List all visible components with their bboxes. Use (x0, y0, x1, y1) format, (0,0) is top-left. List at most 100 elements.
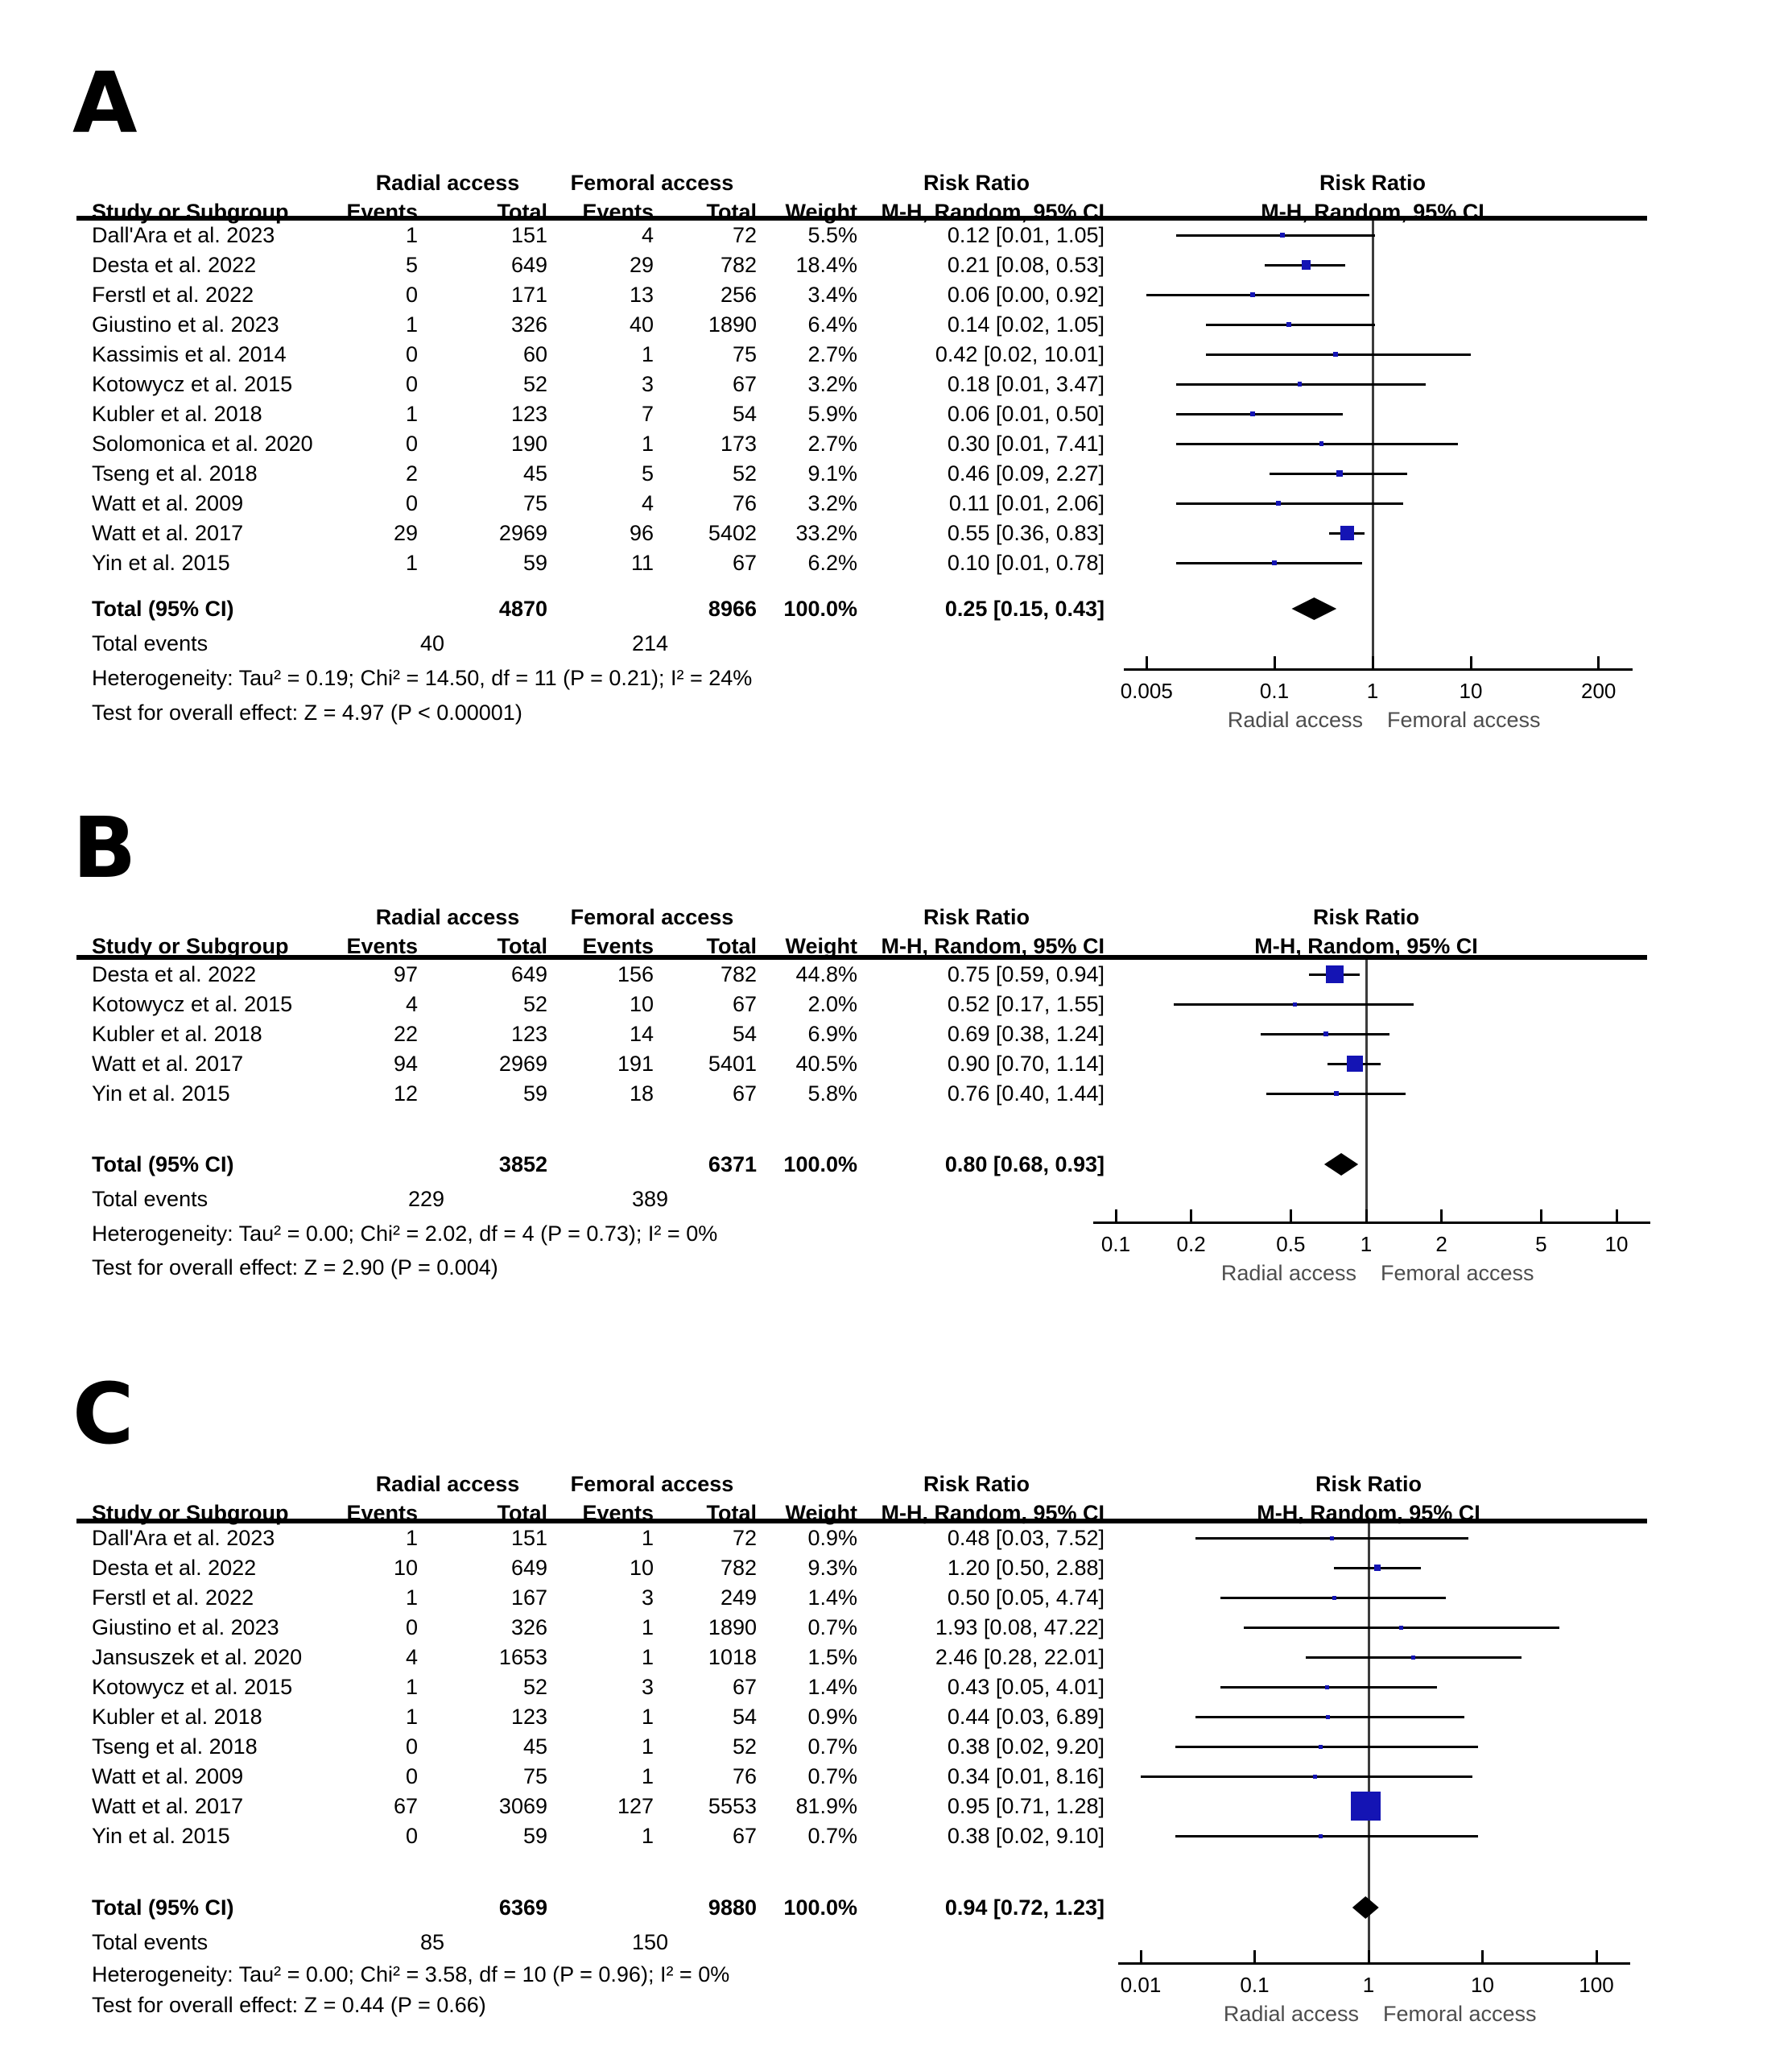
study-events-radial: 0 (405, 491, 418, 515)
study-name: Watt et al. 2017 (92, 1052, 244, 1076)
study-events-femoral: 11 (630, 551, 654, 575)
study-events-femoral: 1 (641, 1764, 654, 1788)
col-header-weight: Weight (785, 934, 858, 958)
effect-square (1301, 260, 1311, 270)
study-events-radial: 1 (405, 312, 418, 337)
study-weight: 0.7% (807, 1615, 857, 1639)
study-events-radial: 0 (405, 1615, 418, 1639)
study-ci-text: 0.18 [0.01, 3.47] (947, 372, 1105, 396)
study-events-radial: 2 (405, 461, 418, 486)
study-name: Kotowycz et al. 2015 (92, 992, 293, 1016)
study-total-femoral: 67 (732, 551, 757, 575)
study-events-radial: 94 (393, 1052, 418, 1076)
x-axis-tick (1367, 1950, 1370, 1963)
x-axis-tick (1371, 656, 1374, 669)
x-axis-tick (1440, 1209, 1443, 1222)
study-weight: 33.2% (795, 521, 857, 545)
study-weight: 1.5% (807, 1645, 857, 1669)
study-total-femoral: 782 (720, 253, 757, 277)
study-events-radial: 0 (405, 342, 418, 366)
study-ci-text: 0.10 [0.01, 0.78] (947, 551, 1105, 575)
study-total-femoral: 75 (732, 342, 757, 366)
study-events-femoral: 1 (641, 342, 654, 366)
study-total-radial: 1653 (498, 1645, 547, 1669)
total-weight: 100.0% (783, 1152, 857, 1176)
col-header-mh-ci-plot: M-H, Random, 95% CI (1254, 934, 1478, 958)
group-header-risk-ratio-plot: Risk Ratio (1319, 171, 1427, 195)
x-axis-tick (1595, 1950, 1598, 1963)
effect-square (1398, 1625, 1403, 1630)
total-n-radial: 3852 (498, 1152, 547, 1176)
study-name: Yin et al. 2015 (92, 1081, 230, 1106)
null-effect-line (1365, 960, 1368, 1222)
summary-diamond (1352, 1896, 1379, 1919)
study-total-radial: 326 (510, 312, 547, 337)
study-events-femoral: 7 (641, 402, 654, 426)
study-total-femoral: 1890 (708, 1615, 757, 1639)
study-events-femoral: 4 (641, 223, 654, 247)
axis-left-label: Radial access (1223, 2002, 1359, 2026)
x-axis-tick (1145, 656, 1148, 669)
effect-square (1351, 1791, 1381, 1821)
study-weight: 6.2% (807, 551, 857, 575)
x-axis-tick-label: 10 (1471, 1973, 1494, 1997)
study-events-radial: 0 (405, 1824, 418, 1848)
col-header-events-femoral: Events (582, 934, 654, 958)
x-axis-line (1118, 1962, 1630, 1965)
total-events-label: Total events (92, 631, 209, 655)
overall-effect-text: Test for overall effect: Z = 4.97 (P < 0… (92, 701, 522, 725)
study-events-femoral: 10 (629, 1556, 654, 1580)
study-total-radial: 59 (522, 1824, 547, 1848)
study-total-radial: 3069 (498, 1794, 547, 1818)
heterogeneity-text: Heterogeneity: Tau² = 0.19; Chi² = 14.50… (92, 666, 753, 690)
ci-line (1141, 1775, 1472, 1778)
x-axis-tick-label: 0.1 (1259, 679, 1290, 703)
x-axis-tick-label: 0.5 (1276, 1232, 1306, 1256)
study-events-femoral: 1 (641, 1705, 654, 1729)
group-header-risk-ratio-text: Risk Ratio (923, 171, 1030, 195)
x-axis-tick (1615, 1209, 1618, 1222)
study-events-femoral: 18 (629, 1081, 654, 1106)
study-weight: 1.4% (807, 1585, 857, 1610)
study-ci-text: 0.69 [0.38, 1.24] (947, 1022, 1105, 1046)
study-events-radial: 4 (405, 992, 418, 1016)
study-events-radial: 4 (405, 1645, 418, 1669)
study-events-femoral: 191 (617, 1052, 654, 1076)
study-events-radial: 67 (393, 1794, 418, 1818)
study-name: Desta et al. 2022 (92, 962, 257, 986)
study-total-femoral: 54 (732, 1022, 757, 1046)
study-weight: 9.1% (807, 461, 857, 486)
total-weight: 100.0% (783, 1895, 857, 1920)
ci-line (1205, 353, 1472, 356)
study-ci-text: 0.42 [0.02, 10.01] (935, 342, 1105, 366)
x-axis-tick (1597, 656, 1600, 669)
study-weight: 5.8% (807, 1081, 857, 1106)
study-weight: 81.9% (795, 1794, 857, 1818)
study-ci-text: 1.93 [0.08, 47.22] (935, 1615, 1105, 1639)
axis-right-label: Femoral access (1381, 1261, 1534, 1285)
study-ci-text: 0.38 [0.02, 9.20] (947, 1734, 1105, 1759)
study-events-radial: 1 (405, 1705, 418, 1729)
x-axis-tick-label: 100 (1579, 1973, 1614, 1997)
study-total-radial: 52 (522, 1675, 547, 1699)
study-total-femoral: 249 (720, 1585, 757, 1610)
study-total-radial: 123 (510, 1022, 547, 1046)
total-n-femoral: 6371 (708, 1152, 757, 1176)
study-ci-text: 0.30 [0.01, 7.41] (947, 432, 1105, 456)
x-axis-tick-label: 0.01 (1120, 1973, 1162, 1997)
axis-right-label: Femoral access (1387, 708, 1541, 732)
overall-effect-text: Test for overall effect: Z = 0.44 (P = 0… (92, 1993, 486, 2017)
study-name: Ferstl et al. 2022 (92, 1585, 254, 1610)
effect-square (1323, 1031, 1329, 1037)
study-weight: 40.5% (795, 1052, 857, 1076)
study-name: Watt et al. 2009 (92, 1764, 244, 1788)
total-n-radial: 6369 (498, 1895, 547, 1920)
study-ci-text: 0.55 [0.36, 0.83] (947, 521, 1105, 545)
x-axis-tick-label: 2 (1435, 1232, 1447, 1256)
study-total-femoral: 5553 (708, 1794, 757, 1818)
study-events-femoral: 14 (629, 1022, 654, 1046)
study-ci-text: 0.75 [0.59, 0.94] (947, 962, 1105, 986)
study-events-femoral: 4 (641, 491, 654, 515)
study-ci-text: 0.38 [0.02, 9.10] (947, 1824, 1105, 1848)
study-events-radial: 0 (405, 1764, 418, 1788)
